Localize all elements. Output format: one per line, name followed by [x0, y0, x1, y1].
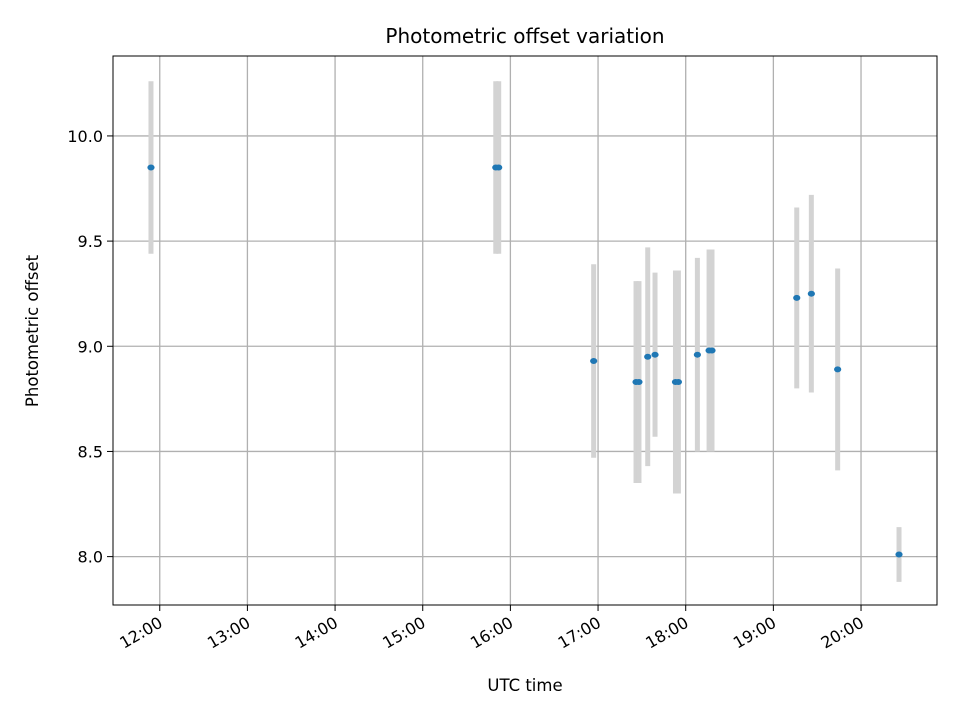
y-tick-label: 9.5: [78, 232, 103, 251]
data-point: [693, 351, 701, 358]
chart-title: Photometric offset variation: [385, 24, 664, 48]
data-point: [590, 358, 598, 364]
data-point: [793, 294, 801, 301]
grid: [113, 56, 937, 605]
y-tick-label: 8.0: [78, 548, 103, 567]
data-points: [147, 164, 903, 558]
data-point: [495, 164, 503, 171]
y-tick-label: 10.0: [67, 127, 103, 146]
data-point: [644, 353, 652, 360]
data-point: [147, 164, 155, 171]
data-point: [651, 351, 659, 358]
data-point: [834, 366, 842, 373]
data-point: [708, 347, 716, 354]
y-axis-ticks: 8.0 8.5 9.0 9.5 10.0: [67, 127, 113, 567]
y-tick-label: 8.5: [78, 442, 103, 461]
plot-frame: [112, 55, 938, 606]
y-axis-label: Photometric offset: [23, 254, 42, 407]
x-axis-label: UTC time: [487, 676, 562, 695]
data-point: [674, 379, 683, 386]
data-point: [807, 290, 815, 297]
y-tick-label: 9.0: [78, 337, 103, 356]
data-point: [635, 379, 643, 386]
data-point: [895, 551, 903, 558]
